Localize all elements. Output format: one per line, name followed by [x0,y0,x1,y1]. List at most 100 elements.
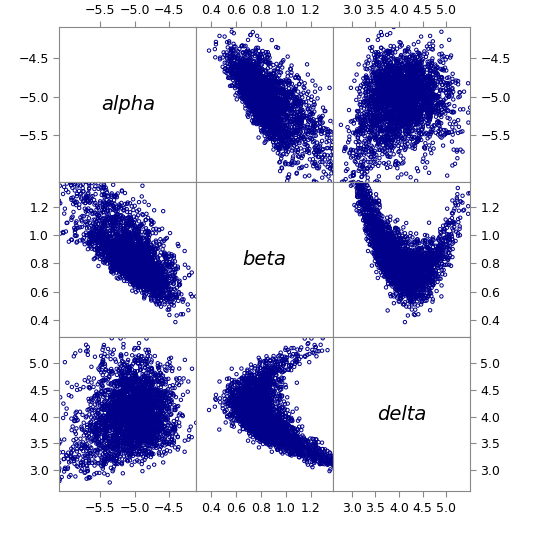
Point [436,245,444,253]
Point [260,111,269,119]
Point [247,75,256,83]
Point [385,233,394,241]
Point [227,69,236,77]
Point [230,422,238,431]
Point [120,252,129,261]
Point [379,240,388,248]
Point [402,263,410,272]
Point [298,431,307,440]
Point [321,124,330,133]
Point [167,388,176,397]
Point [430,258,438,267]
Point [431,112,440,121]
Point [274,138,283,146]
Point [137,409,145,417]
Point [233,72,242,81]
Point [394,98,403,106]
Point [155,269,164,278]
Point [135,272,144,280]
Point [51,197,60,206]
Point [85,383,94,391]
Point [260,357,268,366]
Point [244,77,253,85]
Point [135,232,144,241]
Point [241,73,250,82]
Point [404,78,413,86]
Point [272,428,281,436]
Point [411,293,420,302]
Point [118,404,127,413]
Point [99,246,108,255]
Point [419,275,428,284]
Point [120,394,129,403]
Point [131,266,140,274]
Point [255,430,264,438]
Point [400,260,409,269]
Point [409,125,417,134]
Point [61,464,70,473]
Point [391,261,400,269]
Point [254,99,262,108]
Point [380,272,389,281]
Point [121,387,130,396]
Point [348,151,356,159]
Point [444,83,453,91]
Point [410,241,419,249]
Point [296,122,305,131]
Point [420,72,429,81]
Point [405,111,414,119]
Point [262,404,271,413]
Point [228,51,237,59]
Point [387,237,395,245]
Point [376,239,384,247]
Point [279,418,287,427]
Point [277,133,286,141]
Point [253,87,262,96]
Point [272,436,280,445]
Point [142,381,151,389]
Point [372,106,380,114]
Point [367,152,375,161]
Point [143,423,151,432]
Point [95,418,104,427]
Point [103,455,112,463]
Point [436,98,445,107]
Point [247,411,256,420]
Point [73,182,82,191]
Point [114,248,123,257]
Point [108,414,117,423]
Point [116,262,124,271]
Point [118,272,126,281]
Point [393,100,402,109]
Point [241,73,250,82]
Point [245,396,253,404]
Point [112,229,120,238]
Point [117,430,126,438]
Point [349,168,357,177]
Point [242,409,251,418]
Point [134,277,143,286]
Point [156,410,164,419]
Point [256,73,265,82]
Point [425,267,434,275]
Point [400,262,408,271]
Point [304,127,313,136]
Point [404,102,413,110]
Point [120,255,129,264]
Point [136,273,144,281]
Point [340,462,349,471]
Point [242,381,251,389]
Point [310,107,319,116]
Point [149,443,158,452]
Point [148,276,157,285]
Point [389,134,398,143]
Point [440,225,448,233]
Point [230,72,238,81]
Point [392,280,400,289]
Point [386,266,394,275]
Point [339,182,348,191]
Point [124,265,132,273]
Point [223,65,232,74]
Point [406,259,415,268]
Point [407,109,416,118]
